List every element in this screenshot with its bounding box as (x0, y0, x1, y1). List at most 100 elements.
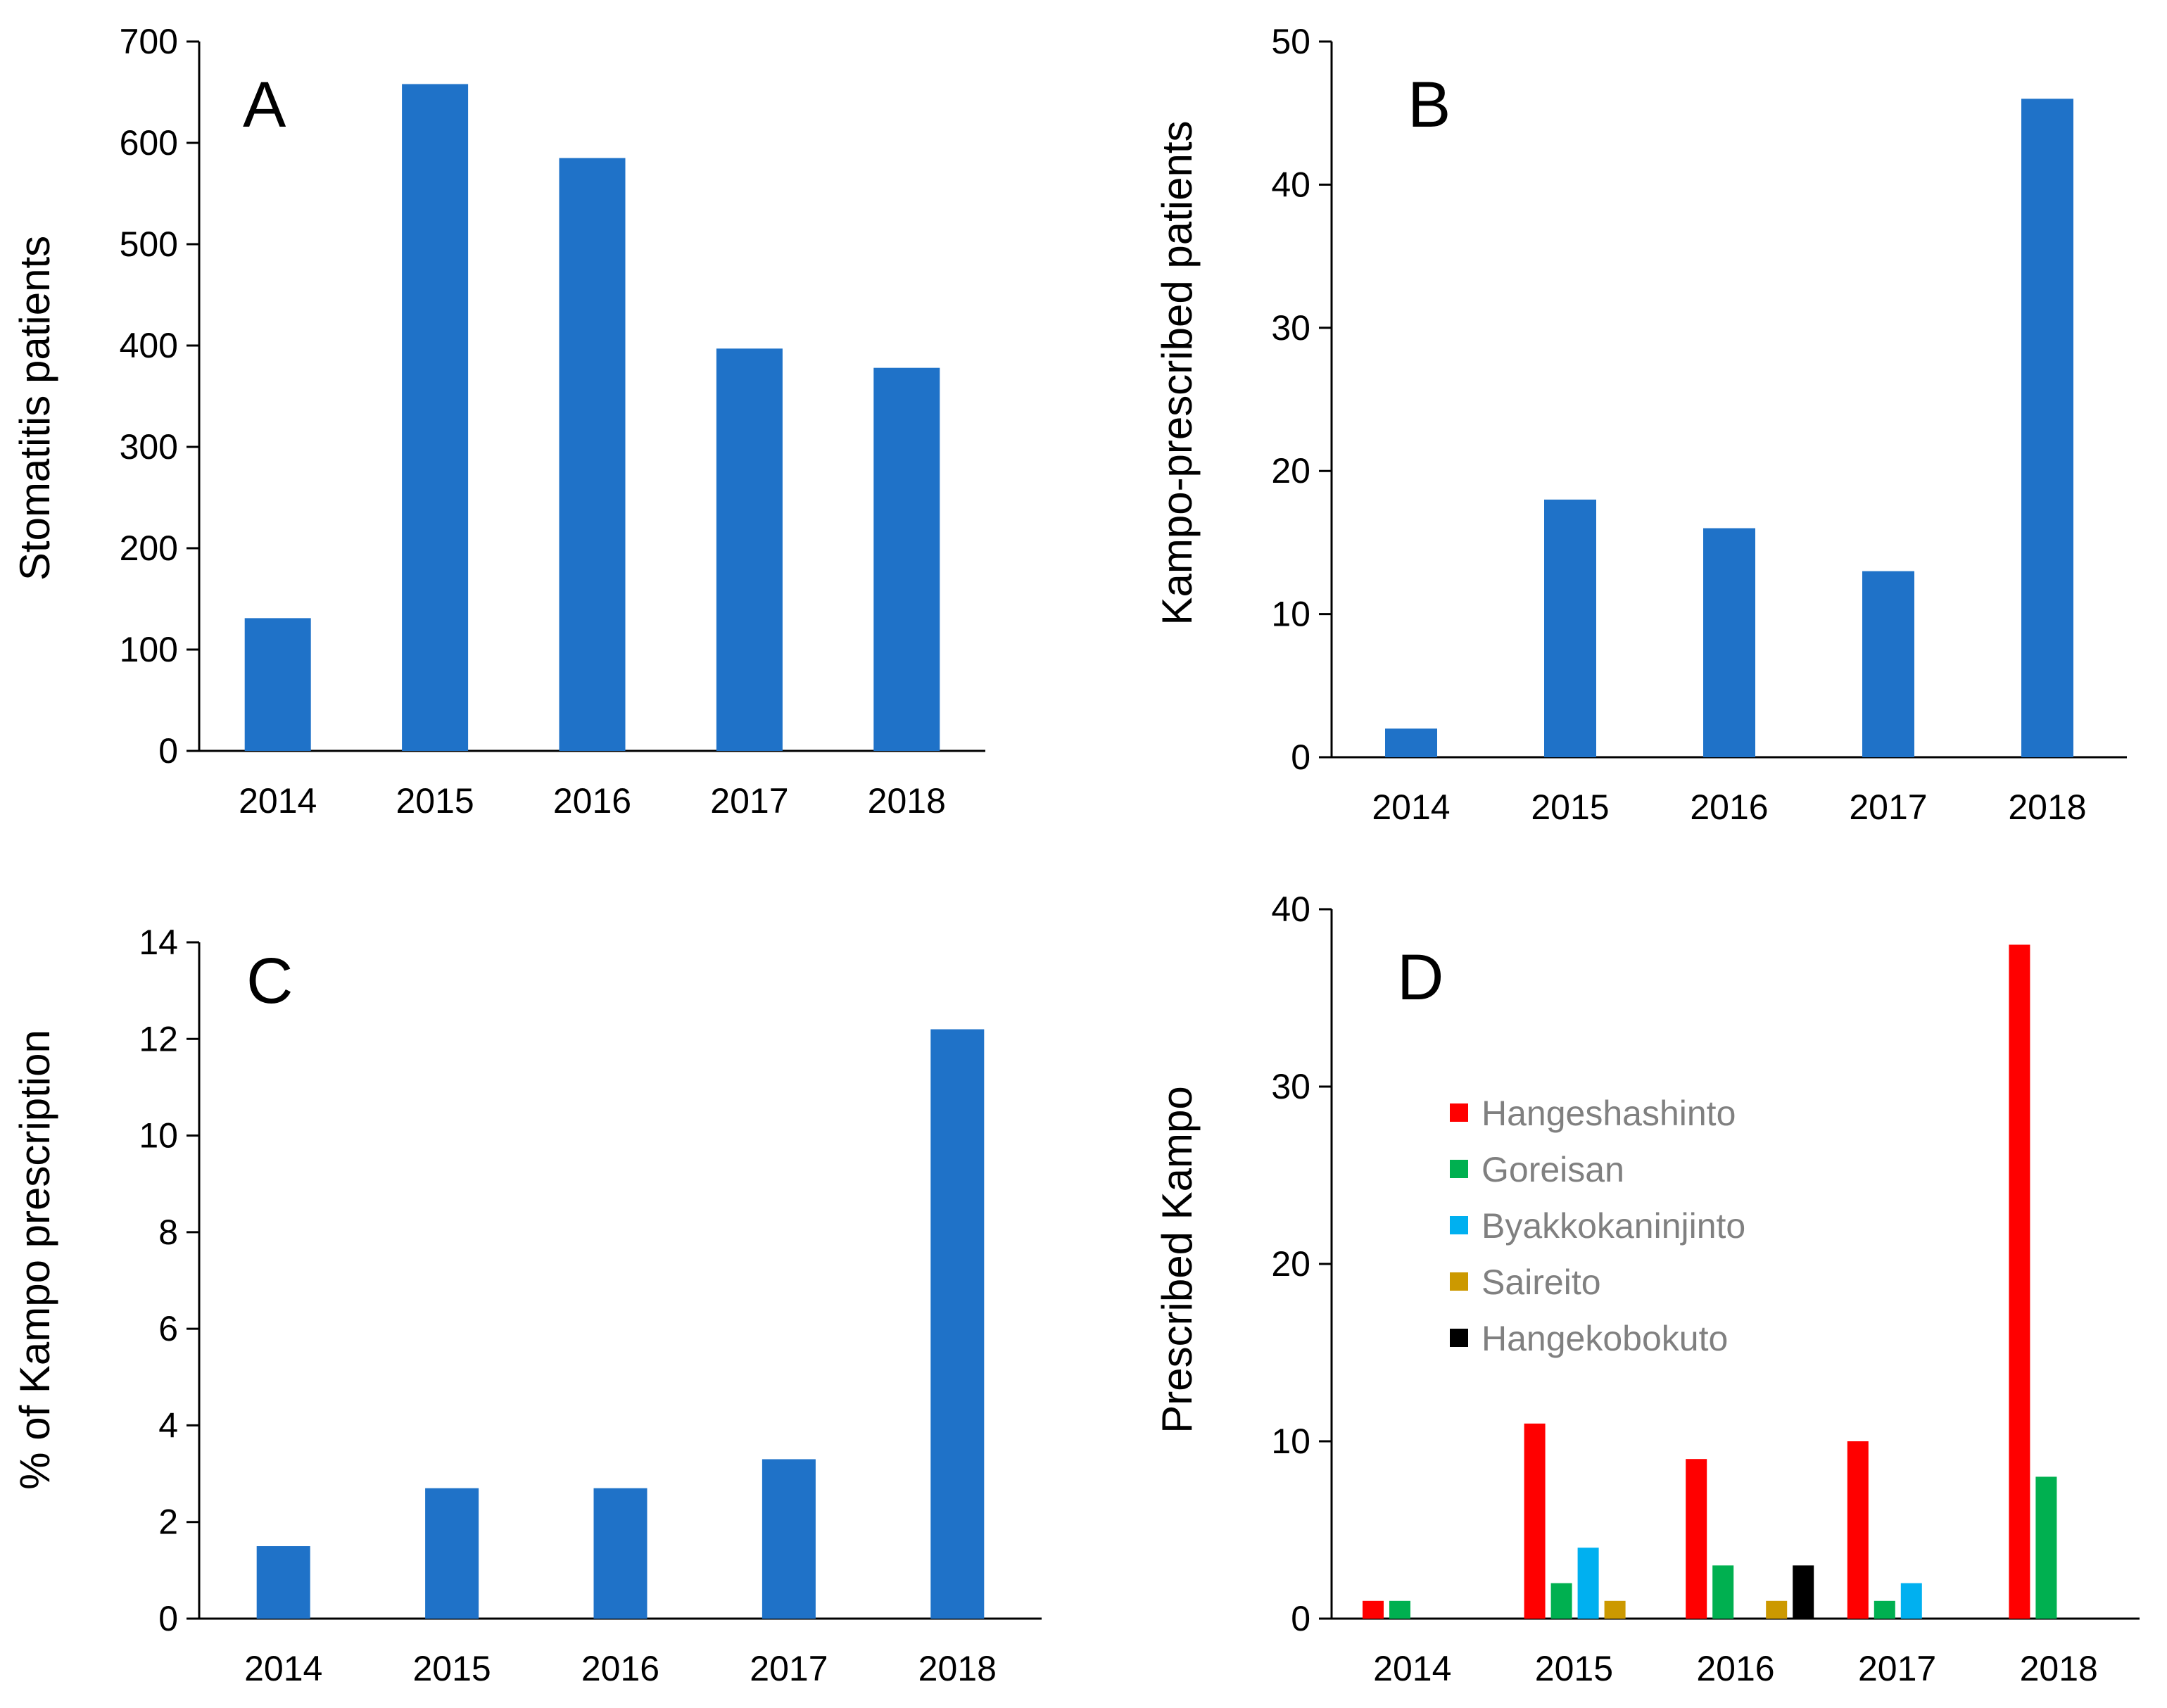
x-tick-label: 2015 (396, 781, 474, 821)
panel-label: D (1397, 942, 1443, 1013)
bar-2017 (716, 348, 783, 751)
bar-2014 (244, 618, 311, 751)
bar-hangeshashinto-2016 (1686, 1459, 1707, 1619)
x-tick-label: 2015 (1531, 787, 1609, 827)
legend-label: Saireito (1481, 1263, 1601, 1302)
bar-2014 (256, 1546, 310, 1619)
y-tick-label: 50 (1271, 22, 1310, 61)
x-tick-label: 2014 (1373, 1649, 1451, 1688)
legend-swatch (1450, 1272, 1468, 1291)
chart-panel-b: 0 10 20 30 40 50 2014 2015 2016 2017 2018 Kampo-pre… (1154, 22, 2127, 827)
bar-2016 (593, 1488, 647, 1619)
x-tick-label: 2014 (239, 781, 317, 821)
bar-2018 (930, 1029, 985, 1619)
x-tick-label: 2018 (868, 781, 946, 821)
y-axis-title: Kampo-prescribed patients (1154, 120, 1201, 625)
y-tick-label: 30 (1271, 1067, 1310, 1106)
panel-label: C (246, 945, 293, 1017)
x-tick-label: 2017 (710, 781, 788, 821)
bar-2015 (1544, 499, 1596, 757)
x-tick-label: 2018 (2020, 1649, 2098, 1688)
y-tick-label: 600 (120, 123, 178, 163)
bar-hangekobokuto-2016 (1793, 1565, 1814, 1619)
panel-label: A (243, 69, 286, 141)
chart-panel-c: 0 2 4 6 8 10 12 14 2014 2015 2016 2017 2018 % of Kamp… (11, 923, 1042, 1688)
bar-2017 (762, 1459, 816, 1619)
bar-2015 (425, 1488, 479, 1619)
legend-swatch (1450, 1216, 1468, 1234)
y-tick-label: 10 (1271, 595, 1310, 634)
bar-2016 (1703, 528, 1755, 757)
chart-panel-d: 0 10 20 30 40 2014 2015 2016 2017 2018 Hangeshashi… (1154, 890, 2140, 1688)
chart-panel-a: 0 100 200 300 400 500 600 700 2014 2015 2016 2017 20… (11, 22, 985, 821)
x-tick-label: 2016 (1696, 1649, 1774, 1688)
y-tick-label: 40 (1271, 890, 1310, 929)
legend-swatch (1450, 1103, 1468, 1122)
panel-label: B (1408, 69, 1451, 141)
bar-2015 (402, 84, 469, 752)
legend-label: Hangeshashinto (1481, 1094, 1736, 1133)
y-tick-label: 400 (120, 326, 178, 365)
y-tick-label: 8 (158, 1213, 178, 1252)
y-tick-label: 200 (120, 529, 178, 568)
x-tick-label: 2017 (1849, 787, 1927, 827)
y-tick-label: 0 (158, 1599, 178, 1638)
y-tick-label: 500 (120, 224, 178, 264)
x-tick-label: 2018 (918, 1649, 997, 1688)
bar-goreisan-2017 (1874, 1600, 1895, 1619)
x-tick-label: 2014 (1372, 787, 1450, 827)
x-tick-label: 2016 (1690, 787, 1768, 827)
y-axis-title: Stomatitis patients (11, 236, 58, 581)
bar-hangeshashinto-2014 (1363, 1600, 1384, 1619)
legend-swatch (1450, 1329, 1468, 1347)
bar-goreisan-2015 (1550, 1583, 1572, 1619)
bar-2014 (1385, 728, 1437, 757)
bar-byakkokaninjinto-2017 (1900, 1583, 1922, 1619)
x-tick-label: 2017 (1858, 1649, 1936, 1688)
y-tick-label: 10 (139, 1116, 178, 1156)
y-tick-label: 40 (1271, 165, 1310, 204)
y-tick-label: 300 (120, 427, 178, 467)
bar-2016 (559, 158, 626, 752)
x-tick-label: 2015 (412, 1649, 491, 1688)
bar-2018 (2021, 99, 2073, 758)
bar-goreisan-2014 (1389, 1600, 1410, 1619)
bar-hangeshashinto-2018 (2009, 944, 2030, 1619)
bar-saireito-2015 (1604, 1600, 1626, 1619)
y-tick-label: 4 (158, 1405, 178, 1445)
legend-label: Hangekobokuto (1481, 1319, 1728, 1358)
y-axis-title: Prescribed Kampo (1154, 1086, 1201, 1434)
x-tick-label: 2014 (244, 1649, 322, 1688)
y-tick-label: 20 (1271, 1244, 1310, 1284)
y-tick-label: 700 (120, 22, 178, 61)
legend-label: Byakkokaninjinto (1481, 1206, 1745, 1246)
bar-hangeshashinto-2017 (1847, 1441, 1869, 1619)
bar-byakkokaninjinto-2015 (1577, 1548, 1599, 1619)
bar-2017 (1862, 571, 1914, 757)
bar-2018 (873, 367, 940, 751)
y-tick-label: 0 (1291, 738, 1310, 777)
bar-goreisan-2016 (1712, 1565, 1734, 1619)
bar-saireito-2016 (1766, 1600, 1788, 1619)
bar-hangeshashinto-2015 (1524, 1423, 1546, 1619)
bar-goreisan-2018 (2035, 1476, 2057, 1619)
y-tick-label: 100 (120, 630, 178, 669)
x-tick-label: 2018 (2008, 787, 2086, 827)
y-axis-title: % of Kampo prescription (11, 1030, 58, 1490)
legend-swatch (1450, 1160, 1468, 1178)
x-tick-label: 2015 (1535, 1649, 1613, 1688)
y-tick-label: 0 (1291, 1599, 1310, 1638)
y-tick-label: 0 (158, 731, 178, 771)
y-tick-label: 2 (158, 1503, 178, 1542)
x-tick-label: 2017 (750, 1649, 828, 1688)
y-tick-label: 14 (139, 923, 178, 962)
y-tick-label: 12 (139, 1019, 178, 1058)
y-tick-label: 10 (1271, 1422, 1310, 1461)
legend: Hangeshashinto Goreisan Byakkokaninjinto Sa… (1450, 1094, 1745, 1358)
x-tick-label: 2016 (581, 1649, 659, 1688)
y-tick-label: 20 (1271, 451, 1310, 491)
legend-label: Goreisan (1481, 1150, 1624, 1189)
x-tick-label: 2016 (553, 781, 631, 821)
y-tick-label: 30 (1271, 308, 1310, 348)
